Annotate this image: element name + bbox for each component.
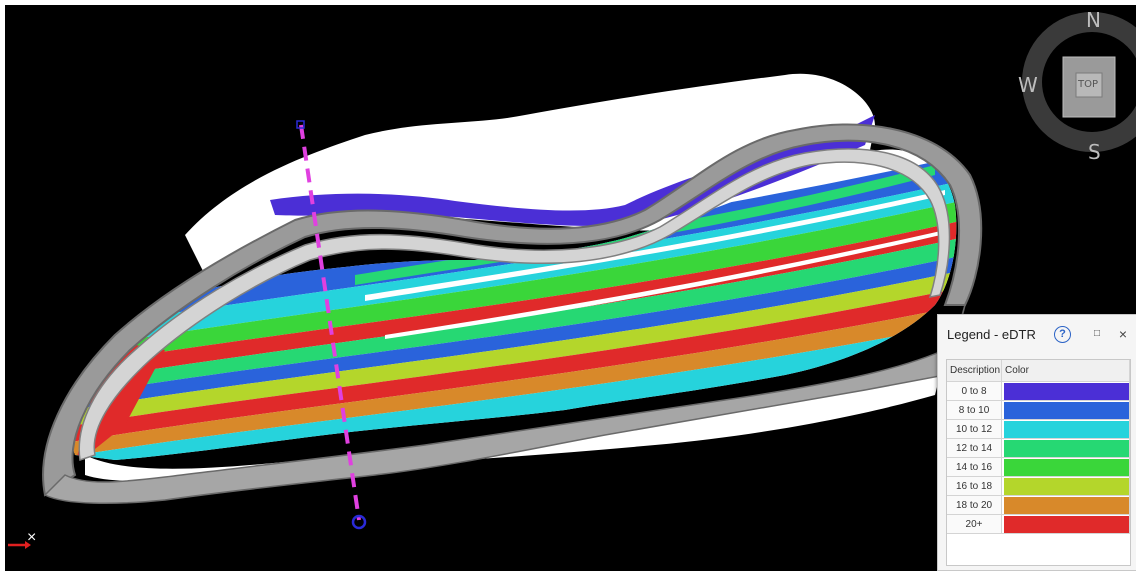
legend-panel[interactable]: Legend - eDTR ? □ × Description Color 0 … (937, 314, 1136, 571)
color-swatch (1004, 458, 1129, 476)
compass-west[interactable]: W (1018, 73, 1038, 97)
viewcube-top-label[interactable]: TOP (1078, 79, 1099, 90)
legend-description: 12 to 14 (947, 438, 1003, 458)
legend-description: 16 to 18 (947, 476, 1003, 496)
x-axis-arrow (25, 541, 31, 549)
section-line-end-handle[interactable] (351, 514, 367, 530)
help-button[interactable]: ? (1054, 326, 1071, 343)
legend-description: 14 to 16 (947, 457, 1003, 477)
color-swatch (1004, 496, 1129, 514)
legend-row[interactable]: 8 to 10 (947, 400, 1130, 420)
color-swatch (1004, 515, 1129, 533)
legend-color-cell (1001, 419, 1130, 439)
pit-model-view[interactable] (5, 5, 1136, 571)
3d-viewport[interactable]: N S W TOP × Legend - eDTR ? □ × Descript… (5, 5, 1136, 571)
legend-row[interactable]: 16 to 18 (947, 476, 1130, 496)
legend-color-cell (1001, 476, 1130, 496)
color-swatch (1004, 382, 1129, 400)
legend-color-cell (1001, 438, 1130, 458)
legend-title: Legend - eDTR (947, 327, 1036, 342)
legend-color-cell (1001, 514, 1130, 534)
legend-color-cell (1001, 400, 1130, 420)
pit-wall-inner (78, 148, 951, 461)
compass-ring[interactable] (1022, 12, 1136, 152)
legend-row[interactable]: 18 to 20 (947, 495, 1130, 515)
legend-title-bar[interactable]: Legend - eDTR ? □ × (938, 315, 1136, 353)
column-header-description[interactable]: Description (947, 360, 1003, 382)
color-swatch (1004, 401, 1129, 419)
viewcube-top-face[interactable] (1075, 72, 1103, 98)
column-header-color[interactable]: Color (1001, 360, 1130, 382)
legend-color-cell (1001, 457, 1130, 477)
legend-description: 10 to 12 (947, 419, 1003, 439)
pit-wall-outer (42, 123, 983, 497)
legend-color-cell (1001, 495, 1130, 515)
maximize-button[interactable]: □ (1093, 328, 1101, 339)
legend-description: 0 to 8 (947, 381, 1003, 401)
color-swatch (1004, 477, 1129, 495)
section-line[interactable] (299, 124, 361, 521)
compass-north[interactable]: N (1086, 8, 1101, 32)
color-swatch (1004, 420, 1129, 438)
legend-description: 20+ (947, 514, 1003, 534)
close-button[interactable]: × (1118, 326, 1128, 342)
color-swatch (1004, 439, 1129, 457)
legend-description: 8 to 10 (947, 400, 1003, 420)
legend-row[interactable]: 14 to 16 (947, 457, 1130, 477)
section-line-start-handle[interactable] (296, 120, 305, 129)
unmined-zone (85, 355, 945, 482)
legend-color-cell (1001, 381, 1130, 401)
legend-row[interactable]: 10 to 12 (947, 419, 1130, 439)
compass-south[interactable]: S (1088, 140, 1101, 164)
legend-row[interactable]: 0 to 8 (947, 381, 1130, 401)
x-axis-label: × (27, 529, 37, 546)
legend-row[interactable]: 12 to 14 (947, 438, 1130, 458)
legend-description: 18 to 20 (947, 495, 1003, 515)
legend-row[interactable]: 20+ (947, 514, 1130, 534)
